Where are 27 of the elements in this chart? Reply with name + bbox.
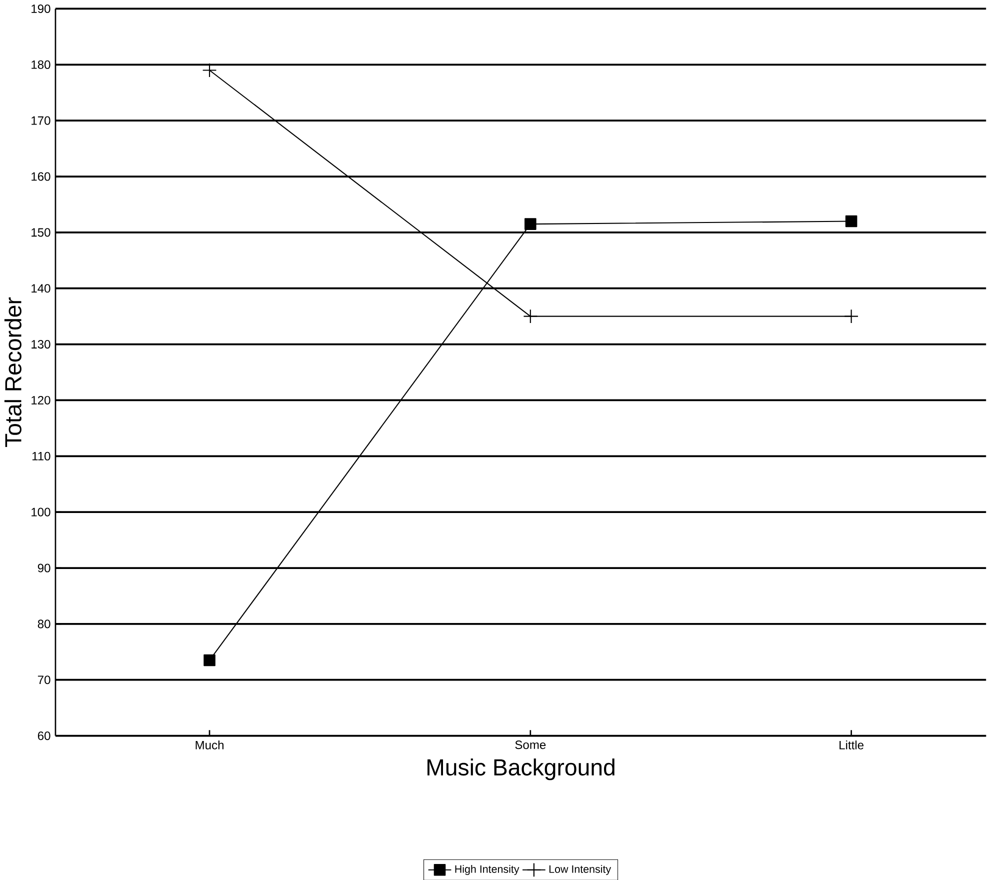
x-axis-title: Music Background [428, 758, 614, 780]
y-tick-label: 180 [32, 60, 50, 69]
legend-label: High Intensity [455, 864, 520, 875]
legend-label: Low Intensity [549, 864, 612, 875]
y-tick-label: 100 [32, 508, 50, 516]
point [844, 308, 859, 324]
point [845, 215, 858, 227]
y-tick-label: 110 [32, 452, 50, 460]
x-tick-label: Little [840, 740, 864, 750]
x-tick-label: Some [515, 740, 546, 749]
y-tick-label: 170 [32, 116, 50, 125]
y-tick-label: 140 [32, 284, 50, 292]
y-tick-label: 190 [32, 4, 50, 13]
y-tick-label: 90 [38, 564, 50, 572]
y-axis-title: Total Recorder [4, 297, 22, 447]
y-tick-label: 70 [38, 675, 50, 684]
y-tick-label: 150 [32, 228, 50, 237]
x-tick-label: Much [196, 740, 224, 750]
point [524, 218, 536, 230]
y-tick-label: 160 [32, 172, 50, 181]
y-tick-label: 120 [32, 396, 50, 404]
y-tick-label: 60 [38, 731, 50, 740]
point [523, 308, 538, 324]
y-tick-label: 130 [32, 340, 50, 348]
point [204, 654, 216, 666]
y-tick-label: 80 [38, 619, 50, 628]
point [202, 62, 217, 78]
